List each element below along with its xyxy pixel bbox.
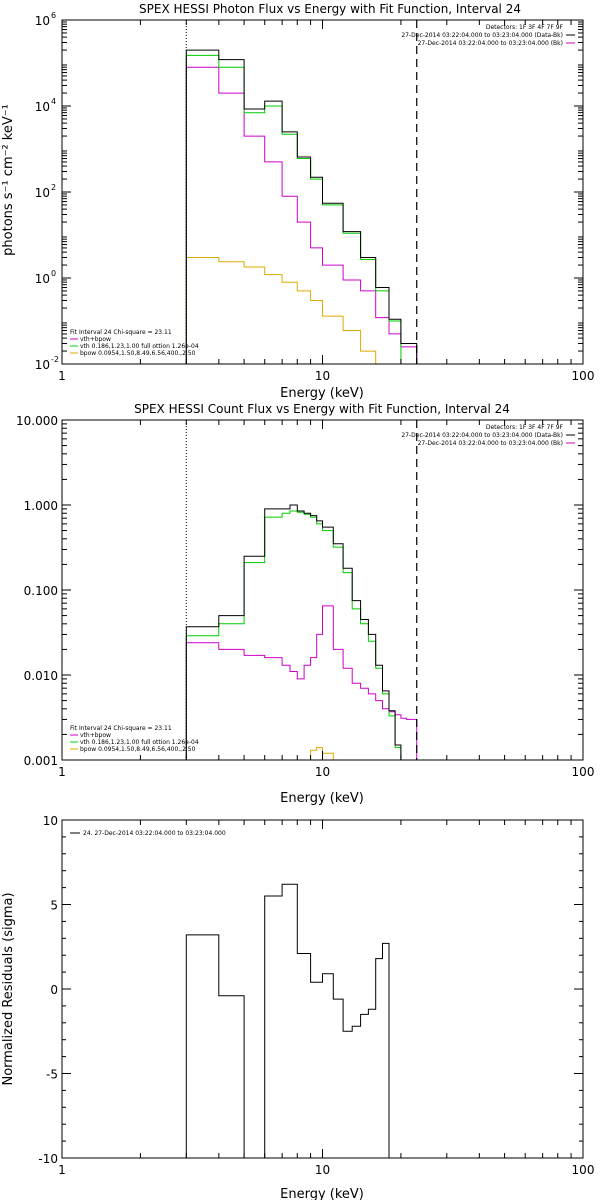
legend-entry: Fit Interval 24 Chi-square = 23.11 <box>70 329 172 336</box>
legend-entry: 27-Dec-2014 03:22:04.000 to 03:23:04.000… <box>418 440 563 447</box>
series-line-total <box>185 49 418 364</box>
y-tick-exponent: 4 <box>51 97 56 106</box>
y-tick-exponent: 0 <box>51 269 56 278</box>
y-tick-label: 1.000 <box>24 499 58 513</box>
panel-title: SPEX HESSI Count Flux vs Energy with Fit… <box>134 402 510 416</box>
legend-entry: vth+bpow <box>80 336 111 343</box>
legend-entry: vth 0.186,1.23,1.00 full ottion 1.26e-04 <box>80 739 199 746</box>
legend-entry: 27-Dec-2014 03:22:04.000 to 03:23:04.000… <box>401 32 563 39</box>
series-line-bpow <box>185 257 417 365</box>
legend-entry: 24. 27-Dec-2014 03:22:04.000 to 03:23:04… <box>83 830 226 837</box>
legend-entry: bpow 0.0954,1.50,8.49,6.56,400.,2.50 <box>80 350 196 357</box>
x-tick-label: 10 <box>315 765 330 779</box>
series-line-fit <box>185 605 418 760</box>
y-tick-exponent: 2 <box>51 183 56 192</box>
x-axis-label: Energy (keV) <box>280 1187 364 1200</box>
x-tick-label: 100 <box>572 369 595 383</box>
y-tick-label: -5 <box>46 1068 58 1082</box>
legend-entry: vth 0.186,1.23,1.00 full ottion 1.26e-04 <box>80 343 199 350</box>
legend-entry: Detectors: 1F 3F 4F 7F 9F <box>486 424 564 431</box>
x-tick-label: 10 <box>315 369 330 383</box>
y-tick-exponent: -2 <box>51 355 59 364</box>
y-tick-label: 0.001 <box>24 754 58 768</box>
x-tick-label: 1 <box>58 765 66 779</box>
legend-entry: 27-Dec-2014 03:22:04.000 to 03:23:04.000… <box>401 432 563 439</box>
series-layer <box>185 49 418 365</box>
y-tick-label: 10 <box>43 814 58 828</box>
legend-entry: 27-Dec-2014 03:22:04.000 to 03:23:04.000… <box>418 40 563 47</box>
residuals-panel: 1 10 100 -10 -5 0 5 10 Energy (keV) Normalized … <box>1 814 594 1200</box>
y-axis-label: Normalized Residuals (sigma) <box>1 892 16 1085</box>
series-layer <box>185 504 418 761</box>
y-axis-label: photons s⁻¹ cm⁻² keV⁻¹ <box>1 104 16 256</box>
y-tick-label: 10 <box>35 358 50 372</box>
count-flux-panel: SPEX HESSI Count Flux vs Energy with Fit… <box>16 402 594 806</box>
legend-entry: Detectors: 1F 3F 4F 7F 9F <box>486 24 564 31</box>
legend-entry: bpow 0.0954,1.50,8.49,6.56,400.,2.50 <box>80 746 196 753</box>
y-tick-exponent: 6 <box>51 11 56 20</box>
y-tick-label: 0 <box>50 983 58 997</box>
legend-entry: Fit Interval 24 Chi-square = 23.11 <box>70 725 172 732</box>
x-axis-label: Energy (keV) <box>280 386 364 401</box>
legend-bottom-left: Fit Interval 24 Chi-square = 23.11vth+bp… <box>70 329 199 357</box>
y-tick-label: 10 <box>35 100 50 114</box>
axis-ticks: 1 10 100 0.001 0.010 0.100 1.000 10.000 <box>16 414 594 779</box>
y-tick-label: 10 <box>35 272 50 286</box>
photon-flux-panel: SPEX HESSI Photon Flux vs Energy with Fi… <box>1 2 594 401</box>
legend-bottom-left: Fit Interval 24 Chi-square = 23.11vth+bp… <box>70 725 199 753</box>
y-tick-label: 0.100 <box>24 584 58 598</box>
x-tick-label: 100 <box>572 1163 595 1177</box>
legend-top-left: 24. 27-Dec-2014 03:22:04.000 to 03:23:04… <box>70 830 226 837</box>
series-line-total <box>185 504 417 761</box>
legend-entry: vth+bpow <box>80 732 111 739</box>
x-tick-label: 100 <box>572 765 595 779</box>
x-axis-label: Energy (keV) <box>280 791 364 806</box>
y-tick-label: 10 <box>35 186 50 200</box>
energy-range-markers <box>185 420 418 760</box>
y-tick-label: -10 <box>38 1152 58 1166</box>
series-line-fit <box>185 66 418 364</box>
axis-ticks: 1 10 100 -10 -5 0 5 10 <box>38 814 594 1177</box>
energy-range-markers <box>185 20 418 364</box>
y-tick-label: 5 <box>50 899 58 913</box>
panel-title: SPEX HESSI Photon Flux vs Energy with Fi… <box>139 2 521 16</box>
y-tick-label: 0.010 <box>24 669 58 683</box>
x-tick-label: 1 <box>58 1163 66 1177</box>
x-tick-label: 1 <box>58 369 66 383</box>
y-tick-label: 10.000 <box>16 414 58 428</box>
y-tick-label: 10 <box>35 14 50 28</box>
series-line-vth <box>185 510 417 761</box>
x-tick-label: 10 <box>315 1163 330 1177</box>
